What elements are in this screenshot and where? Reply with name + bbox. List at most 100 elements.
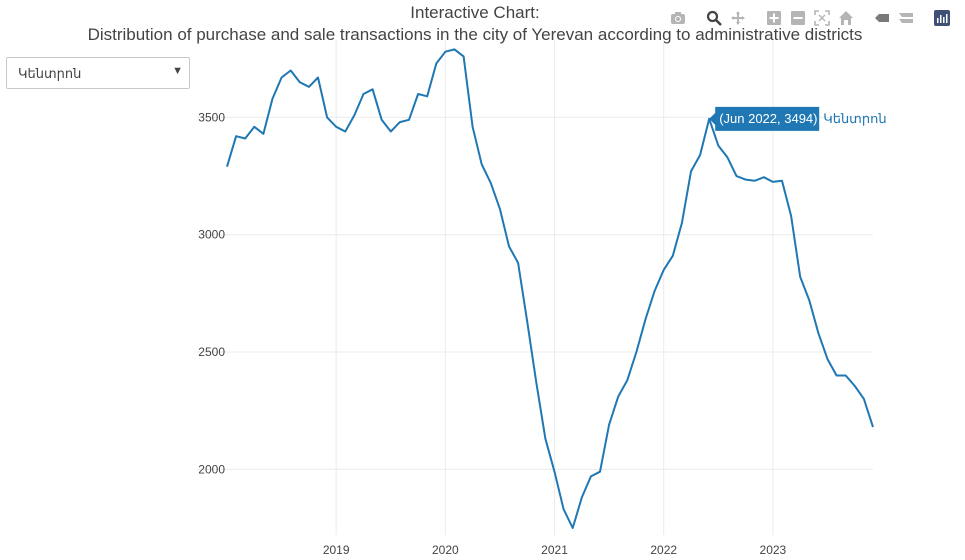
data-point [526,321,528,323]
data-point [554,471,556,473]
data-point [335,126,337,128]
data-point [508,245,510,247]
data-point [735,175,737,177]
data-point [590,475,592,477]
data-point [635,351,637,353]
x-tick-label: 2022 [650,543,677,557]
data-point [362,93,364,95]
pan-icon[interactable] [727,8,749,28]
district-dropdown-label: Կենտրոն [18,66,82,81]
chart-title-block: Interactive Chart: Distribution of purch… [0,3,950,46]
modebar [667,8,953,28]
data-point [399,121,401,123]
tooltip-series-label: Կենտրոն [823,111,886,126]
data-point [499,208,501,210]
data-point [517,262,519,264]
data-point [699,154,701,156]
data-point [599,471,601,473]
data-point [463,55,465,57]
chart-subtitle: Distribution of purchase and sale transa… [87,25,863,44]
data-point [244,138,246,140]
data-point [745,179,747,181]
x-tick-label: 2020 [432,543,459,557]
data-point [235,135,237,137]
data-point [426,95,428,97]
data-point [281,77,283,79]
camera-icon[interactable] [667,8,689,28]
data-point [663,269,665,271]
data-point [817,332,819,334]
series-line [226,48,874,529]
data-point [317,77,319,79]
data-point [572,527,574,529]
data-point [535,382,537,384]
data-point [754,180,756,182]
data-point [326,116,328,118]
data-point [763,176,765,178]
data-point [481,163,483,165]
home-icon[interactable] [835,8,857,28]
data-point [417,93,419,95]
data-point [863,398,865,400]
data-point [262,133,264,135]
data-point [372,88,374,90]
y-tick-label: 3500 [198,110,225,124]
data-point [854,385,856,387]
data-point [581,496,583,498]
data-point [845,374,847,376]
chart-title: Interactive Chart: [410,3,540,22]
x-tick-label: 2023 [760,543,787,557]
data-point [645,318,647,320]
y-tick-label: 3000 [198,228,225,242]
data-point [717,145,719,147]
x-tick-label: 2021 [541,543,568,557]
data-point [390,130,392,132]
district-dropdown[interactable]: Կենտրոն ▼ [6,57,190,89]
data-point [681,222,683,224]
tooltip-value: (Jun 2022, 3494) [719,111,817,126]
data-point [453,48,455,50]
data-point [563,508,565,510]
data-point [790,215,792,217]
data-point [253,126,255,128]
data-point [672,255,674,257]
data-point [836,374,838,376]
compare-hover-icon[interactable] [895,8,917,28]
autoscale-icon[interactable] [811,8,833,28]
data-point [353,114,355,116]
data-point [381,119,383,121]
chevron-down-icon: ▼ [172,65,183,77]
plotly-logo-icon[interactable] [931,8,953,28]
x-tick-label: 2019 [323,543,350,557]
data-point [544,438,546,440]
data-point [690,170,692,172]
data-point [490,182,492,184]
zoom-out-icon[interactable] [787,8,809,28]
data-point [654,290,656,292]
data-point [308,86,310,88]
y-tick-label: 2000 [198,462,225,476]
zoom-icon[interactable] [703,8,725,28]
zoom-in-icon[interactable] [763,8,785,28]
data-point [626,379,628,381]
data-point [808,299,810,301]
y-tick-label: 2500 [198,345,225,359]
hover-tooltip: (Jun 2022, 3494) Կենտրոն [709,106,887,131]
data-point [299,81,301,83]
data-point [408,119,410,121]
data-point [781,180,783,182]
data-point [726,156,728,158]
data-point [799,276,801,278]
data-point [444,51,446,53]
data-point [344,130,346,132]
data-point [472,126,474,128]
data-point [435,62,437,64]
spike-lines-icon[interactable] [871,8,893,28]
data-point [872,426,874,428]
data-point [608,424,610,426]
data-point [772,181,774,183]
data-point [617,396,619,398]
data-point [290,69,292,71]
tooltip-box [709,106,820,131]
